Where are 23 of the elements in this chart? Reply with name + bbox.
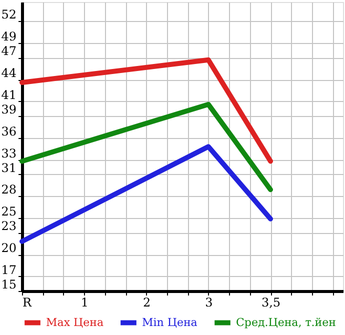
y-tick-label: 28	[1, 182, 16, 197]
y-tick-label: 44	[1, 66, 17, 80]
x-tick-label: 3	[205, 296, 213, 310]
y-tick-label: 47	[1, 44, 16, 58]
x-tick-label: R	[22, 296, 32, 310]
y-tick-label: 41	[1, 88, 16, 102]
x-tick-label: 2	[142, 296, 151, 310]
y-tick-label: 31	[1, 160, 16, 175]
x-tick-label: 3,5	[261, 296, 281, 310]
y-tick-label: 23	[1, 219, 16, 234]
legend-label: Max Цена	[46, 316, 104, 329]
y-tick-label: 17	[1, 262, 16, 277]
x-tick-label: 1	[80, 296, 88, 310]
y-tick-label: 33	[1, 146, 16, 160]
legend-label: Сред.Цена, т.йен	[236, 316, 336, 329]
y-tick-label: 39	[1, 102, 16, 117]
y-tick-label: 52	[1, 8, 16, 22]
y-tick-label: 25	[1, 204, 16, 219]
legend-label: Min Цена	[142, 316, 198, 329]
y-tick-label: 49	[1, 30, 16, 44]
y-tick-label: 20	[1, 241, 16, 256]
y-tick-label: 15	[1, 278, 16, 292]
y-tick-label: 36	[1, 124, 16, 138]
